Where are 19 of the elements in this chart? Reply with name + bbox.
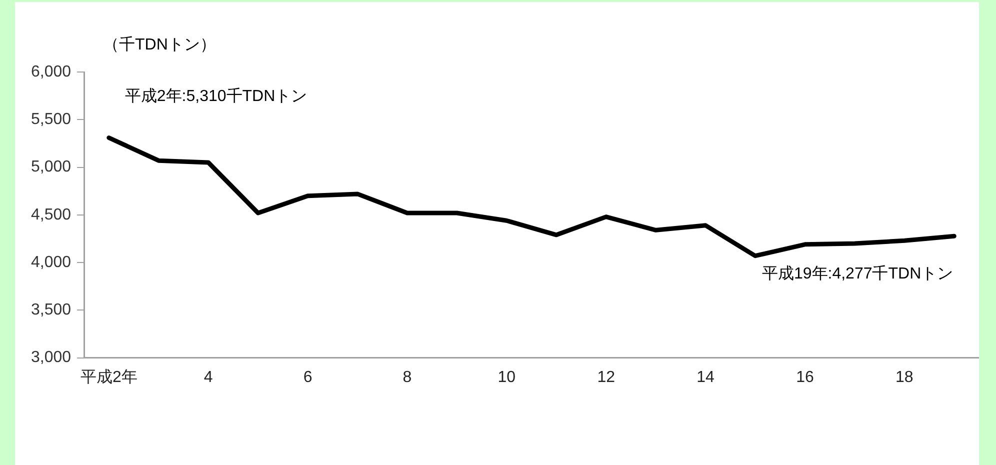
y-tick-label: 3,000: [30, 349, 72, 366]
y-tick-label: 4,000: [30, 254, 72, 271]
y-tick-label: 3,500: [30, 302, 72, 319]
x-tick-label: 平成2年: [80, 368, 138, 386]
annotation: 平成19年:4,277千TDNトン: [762, 264, 954, 283]
y-tick-label: 6,000: [30, 63, 72, 80]
y-axis-title: （千TDNトン）: [103, 35, 216, 54]
x-tick-label: 16: [796, 368, 814, 386]
x-tick-label: 8: [402, 368, 412, 386]
x-tick-label: 4: [204, 368, 213, 386]
x-tick-label: 6: [303, 368, 312, 386]
x-tick-label: 14: [696, 368, 715, 386]
annotation: 平成2年:5,310千TDNトン: [124, 87, 308, 106]
y-tick-label: 5,500: [30, 111, 72, 128]
y-tick-label: 5,000: [30, 158, 72, 176]
x-tick-label: 18: [896, 368, 914, 386]
x-tick-label: 12: [597, 368, 616, 386]
y-tick-label: 4,500: [30, 206, 72, 224]
x-tick-label: 10: [498, 368, 516, 386]
